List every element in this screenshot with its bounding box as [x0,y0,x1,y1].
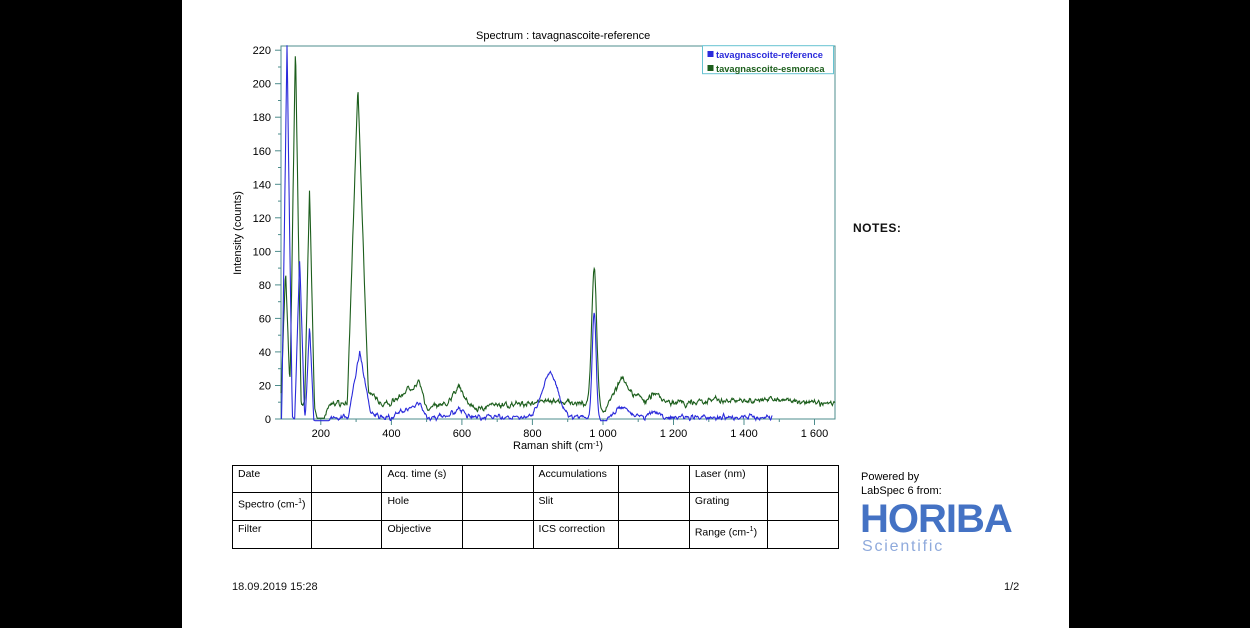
svg-text:1 600: 1 600 [801,428,829,440]
svg-text:120: 120 [253,213,271,225]
svg-text:Scientific: Scientific [862,538,944,555]
svg-text:800: 800 [523,428,541,440]
svg-text:220: 220 [253,45,271,57]
svg-text:HORIBA: HORIBA [860,502,1012,541]
svg-text:Intensity (counts): Intensity (counts) [232,191,244,275]
svg-text:0: 0 [265,414,271,426]
svg-text:200: 200 [253,79,271,91]
svg-text:160: 160 [253,146,271,158]
svg-text:180: 180 [253,112,271,124]
svg-text:1 200: 1 200 [660,428,688,440]
svg-text:60: 60 [259,313,271,325]
svg-text:600: 600 [453,428,471,440]
svg-text:tavagnascoite-esmoraca: tavagnascoite-esmoraca [716,64,825,74]
svg-text:Raman shift (cm-1): Raman shift (cm-1) [513,440,603,452]
svg-text:20: 20 [259,381,271,393]
svg-text:1 400: 1 400 [730,428,758,440]
svg-text:1 000: 1 000 [589,428,617,440]
svg-text:140: 140 [253,179,271,191]
svg-text:40: 40 [259,347,271,359]
svg-text:tavagnascoite-reference: tavagnascoite-reference [716,50,823,60]
svg-text:80: 80 [259,280,271,292]
svg-text:400: 400 [382,428,400,440]
svg-text:200: 200 [312,428,330,440]
svg-text:100: 100 [253,246,271,258]
